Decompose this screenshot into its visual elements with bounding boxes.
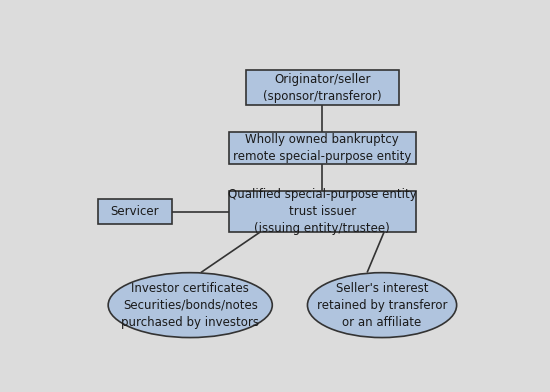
Text: Wholly owned bankruptcy
remote special-purpose entity: Wholly owned bankruptcy remote special-p…: [233, 133, 411, 163]
Text: Originator/seller
(sponsor/transferor): Originator/seller (sponsor/transferor): [263, 73, 382, 103]
Ellipse shape: [307, 273, 456, 338]
Text: Qualified special-purpose entity
trust issuer
(issuing entity/trustee): Qualified special-purpose entity trust i…: [228, 188, 417, 235]
Ellipse shape: [108, 273, 272, 338]
Text: Seller's interest
retained by transferor
or an affiliate: Seller's interest retained by transferor…: [317, 281, 447, 328]
FancyBboxPatch shape: [229, 132, 416, 164]
Text: Servicer: Servicer: [111, 205, 159, 218]
FancyBboxPatch shape: [229, 191, 416, 232]
FancyBboxPatch shape: [97, 199, 172, 224]
FancyBboxPatch shape: [246, 71, 399, 105]
Text: Investor certificates
Securities/bonds/notes
purchased by investors: Investor certificates Securities/bonds/n…: [121, 281, 259, 328]
